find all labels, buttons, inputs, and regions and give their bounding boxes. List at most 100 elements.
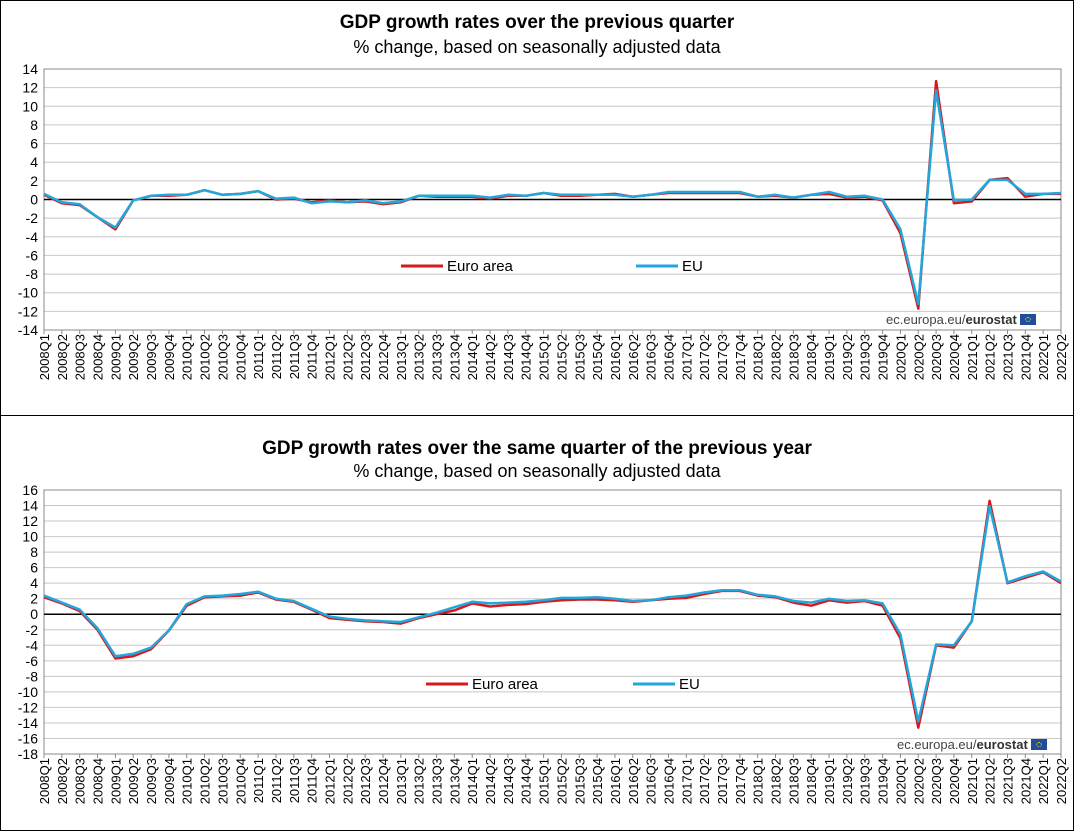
x-tick-label: 2022Q1 [1036, 758, 1051, 804]
x-tick-label: 2017Q3 [715, 758, 730, 804]
x-tick-label: 2013Q1 [394, 758, 409, 804]
legend-label-eu: EU [682, 258, 703, 275]
y-tick-label: 4 [30, 154, 38, 170]
y-tick-label: 10 [22, 529, 38, 545]
x-tick-label: 2016Q4 [661, 334, 676, 380]
y-tick-label: -16 [18, 730, 38, 746]
chart-title: GDP growth rates over the previous quart… [339, 12, 735, 33]
x-tick-label: 2009Q1 [108, 758, 123, 804]
x-tick-label: 2020Q2 [911, 334, 926, 380]
x-tick-label: 2016Q1 [608, 334, 623, 380]
x-tick-label: 2010Q3 [215, 758, 230, 804]
y-tick-label: 2 [30, 591, 38, 607]
x-tick-label: 2018Q3 [786, 758, 801, 804]
x-tick-label: 2015Q2 [554, 334, 569, 380]
x-tick-label: 2013Q2 [412, 334, 427, 380]
watermark: ec.europa.eu/eurostat [886, 312, 1036, 327]
x-tick-label: 2009Q3 [144, 334, 159, 380]
x-tick-label: 2019Q4 [876, 758, 891, 804]
x-tick-label: 2016Q3 [644, 758, 659, 804]
x-tick-label: 2021Q4 [1018, 334, 1033, 380]
x-tick-label: 2015Q2 [554, 758, 569, 804]
x-tick-label: 2019Q2 [840, 758, 855, 804]
x-tick-label: 2019Q3 [858, 334, 873, 380]
x-tick-label: 2008Q1 [37, 758, 52, 804]
x-tick-label: 2021Q2 [983, 758, 998, 804]
x-tick-label: 2019Q1 [822, 334, 837, 380]
x-tick-label: 2016Q2 [626, 334, 641, 380]
x-tick-label: 2009Q2 [126, 758, 141, 804]
x-tick-label: 2011Q3 [287, 758, 302, 803]
x-tick-label: 2018Q3 [786, 334, 801, 380]
x-tick-label: 2013Q4 [447, 334, 462, 380]
x-tick-label: 2014Q1 [465, 334, 480, 380]
x-tick-label: 2009Q1 [108, 334, 123, 380]
y-tick-label: -10 [18, 684, 38, 700]
x-tick-label: 2013Q3 [430, 758, 445, 804]
legend-label-euro-area: Euro area [447, 258, 514, 275]
x-tick-label: 2017Q4 [733, 758, 748, 804]
y-tick-label: -12 [18, 699, 38, 715]
x-tick-label: 2020Q4 [947, 758, 962, 804]
x-tick-label: 2012Q3 [358, 334, 373, 380]
legend-label-euro-area: Euro area [472, 676, 539, 693]
y-tick-label: 0 [30, 192, 38, 208]
x-tick-label: 2010Q3 [215, 334, 230, 380]
x-tick-label: 2020Q1 [893, 334, 908, 380]
x-tick-label: 2015Q4 [590, 758, 605, 804]
x-tick-label: 2012Q1 [322, 334, 337, 380]
chart-panel-quarter-on-quarter: GDP growth rates over the previous quart… [0, 0, 1074, 416]
y-tick-label: 14 [22, 498, 38, 514]
x-tick-label: 2017Q3 [715, 334, 730, 380]
chart-title: GDP growth rates over the same quarter o… [262, 438, 812, 459]
x-tick-label: 2016Q1 [608, 758, 623, 804]
x-tick-label: 2021Q3 [1000, 334, 1015, 380]
x-tick-label: 2010Q1 [180, 758, 195, 804]
x-tick-label: 2019Q4 [876, 334, 891, 380]
x-tick-label: 2014Q4 [519, 758, 534, 804]
y-tick-label: 12 [22, 80, 38, 96]
x-tick-label: 2008Q3 [73, 334, 88, 380]
y-tick-label: -18 [18, 746, 38, 762]
x-tick-label: 2015Q3 [572, 334, 587, 380]
x-tick-label: 2017Q2 [697, 334, 712, 380]
series-line-eu [43, 505, 1062, 723]
y-tick-label: 2 [30, 173, 38, 189]
y-tick-label: -14 [18, 322, 38, 338]
x-tick-label: 2013Q2 [412, 758, 427, 804]
x-tick-label: 2010Q4 [233, 334, 248, 380]
x-tick-label: 2018Q1 [751, 334, 766, 380]
x-tick-label: 2021Q3 [1000, 758, 1015, 804]
x-tick-label: 2011Q1 [251, 758, 266, 803]
x-tick-label: 2010Q4 [233, 758, 248, 804]
x-tick-label: 2020Q2 [911, 758, 926, 804]
x-tick-label: 2011Q1 [251, 334, 266, 379]
x-tick-label: 2021Q4 [1018, 758, 1033, 804]
x-tick-label: 2009Q2 [126, 334, 141, 380]
x-tick-label: 2011Q4 [305, 758, 320, 803]
x-tick-label: 2017Q2 [697, 758, 712, 804]
x-tick-label: 2022Q2 [1054, 758, 1069, 804]
chart-subtitle: % change, based on seasonally adjusted d… [353, 461, 721, 481]
watermark-text: ec.europa.eu/ [897, 737, 977, 752]
x-tick-label: 2013Q4 [447, 758, 462, 804]
watermark: ec.europa.eu/eurostat [897, 737, 1047, 752]
y-tick-label: -10 [18, 285, 38, 301]
x-tick-label: 2018Q2 [769, 334, 784, 380]
y-tick-label: 14 [22, 61, 38, 77]
x-tick-label: 2012Q1 [322, 758, 337, 804]
x-tick-label: 2019Q1 [822, 758, 837, 804]
x-tick-label: 2008Q4 [91, 334, 106, 380]
x-tick-label: 2020Q3 [929, 758, 944, 804]
y-tick-label: -8 [26, 668, 39, 684]
x-tick-label: 2015Q3 [572, 758, 587, 804]
x-tick-label: 2018Q1 [751, 758, 766, 804]
chart-plot: 1614121086420-2-4-6-8-10-12-14-16-182008… [18, 482, 1069, 804]
x-tick-label: 2010Q2 [198, 758, 213, 804]
x-tick-label: 2021Q2 [983, 334, 998, 380]
legend-label-eu: EU [679, 676, 700, 693]
x-tick-label: 2011Q2 [269, 334, 284, 379]
y-tick-label: 6 [30, 560, 38, 576]
x-tick-label: 2009Q4 [162, 758, 177, 804]
x-tick-label: 2012Q2 [340, 334, 355, 380]
